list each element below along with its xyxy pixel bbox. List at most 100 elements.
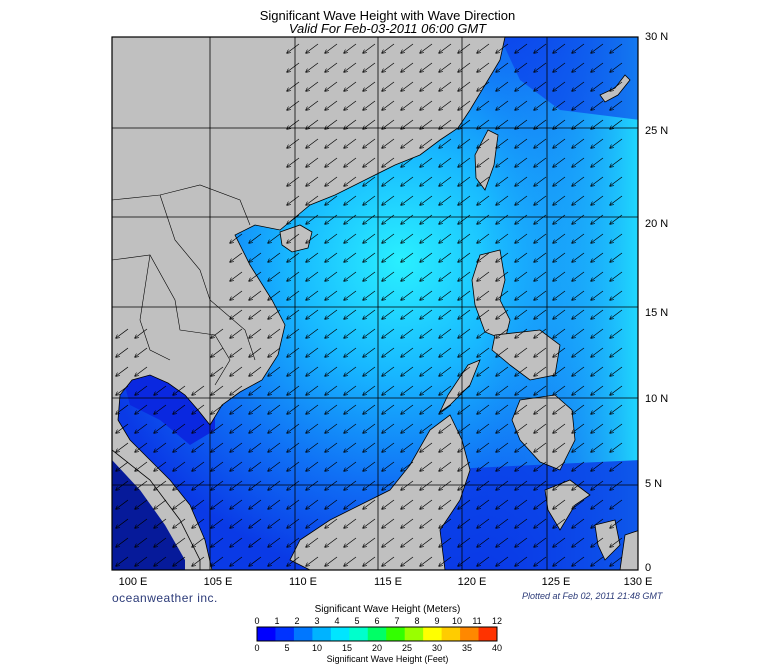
wave-arrow [420, 81, 433, 91]
wave-arrow [496, 556, 509, 566]
wave-arrow [553, 100, 566, 110]
new-guinea-fragment [619, 530, 638, 570]
wave-arrow [363, 252, 376, 262]
wave-arrow [610, 423, 623, 433]
wave-arrow [192, 385, 205, 395]
wave-arrow [287, 480, 300, 490]
wave-arrow [591, 366, 604, 376]
wave-arrow [477, 556, 490, 566]
wave-arrow [534, 157, 547, 167]
halmahera-island [594, 519, 621, 561]
wave-arrow [439, 43, 452, 53]
wave-arrow [572, 176, 585, 186]
wave-arrow [344, 461, 357, 471]
wave-arrow [268, 252, 281, 262]
wave-arrow [116, 480, 129, 490]
wave-arrow [477, 214, 490, 224]
wave-arrow [591, 62, 604, 72]
wave-arrow [572, 62, 585, 72]
wave-arrow [458, 176, 471, 186]
wave-arrow [420, 404, 433, 414]
wave-arrow [382, 480, 395, 490]
wave-arrow [477, 366, 490, 376]
wave-arrow [401, 309, 414, 319]
wave-arrow [572, 138, 585, 148]
wave-arrow [572, 309, 585, 319]
wave-arrow [553, 404, 566, 414]
wave-arrow [515, 271, 528, 281]
wave-arrow [553, 328, 566, 338]
colorbar-meters-tick: 6 [374, 616, 380, 626]
wave-arrow [515, 233, 528, 243]
wave-arrow [496, 214, 509, 224]
wave-arrow [325, 404, 338, 414]
wave-arrow [363, 442, 376, 452]
wave-arrow [591, 556, 604, 566]
wave-arrow [382, 499, 395, 509]
wave-arrow [420, 328, 433, 338]
wave-arrow [534, 537, 547, 547]
wave-arrow [382, 556, 395, 566]
wave-arrow [173, 499, 186, 509]
wave-arrow [363, 518, 376, 528]
wave-arrow [477, 233, 490, 243]
wave-arrow [154, 404, 167, 414]
wave-arrow [496, 499, 509, 509]
wave-arrow [572, 404, 585, 414]
wave-arrow [401, 195, 414, 205]
wave-arrow [515, 461, 528, 471]
colorbar-swatch [404, 627, 424, 641]
colorbar-feet-title: Significant Wave Height (Feet) [326, 654, 449, 664]
wave-arrow [553, 290, 566, 300]
wave-arrow [591, 290, 604, 300]
wave-arrow [591, 537, 604, 547]
wave-arrow [401, 62, 414, 72]
wave-arrow [230, 290, 243, 300]
wave-arrow [363, 271, 376, 281]
wave-arrow [249, 423, 262, 433]
wave-arrow [496, 480, 509, 490]
wave-arrow [496, 62, 509, 72]
colorbar-meters-tick: 1 [274, 616, 280, 626]
wave-arrow [591, 119, 604, 129]
wave-arrow [439, 556, 452, 566]
colorbar-feet-tick: 5 [284, 643, 290, 653]
wave-arrow [572, 157, 585, 167]
wave-arrow [515, 195, 528, 205]
wave-arrow [420, 309, 433, 319]
wave-arrow [420, 43, 433, 53]
wave-arrow [135, 328, 148, 338]
wave-arrow [401, 347, 414, 357]
wave-arrow [401, 43, 414, 53]
wave-arrow [344, 271, 357, 281]
wave-arrow [401, 100, 414, 110]
colorbar-swatch [478, 627, 498, 641]
wave-arrow [268, 347, 281, 357]
wave-arrow [515, 138, 528, 148]
wave-arrow [325, 81, 338, 91]
wave-arrow [306, 366, 319, 376]
wave-arrow [439, 385, 452, 395]
wave-arrow [477, 81, 490, 91]
wave-arrow [363, 176, 376, 186]
wave-arrow [230, 271, 243, 281]
wave-arrow [306, 309, 319, 319]
wave-arrow [496, 328, 509, 338]
wave-arrow [420, 290, 433, 300]
wave-arrow [344, 537, 357, 547]
wave-arrow [287, 556, 300, 566]
wave-arrow [116, 328, 129, 338]
wave-arrow [439, 157, 452, 167]
wave-arrow [534, 556, 547, 566]
wave-arrow [135, 385, 148, 395]
wave-arrow [325, 290, 338, 300]
wave-arrow [496, 81, 509, 91]
lon-label-110e: 110 E [289, 576, 317, 588]
wave-arrow [382, 157, 395, 167]
wave-arrow [363, 214, 376, 224]
wave-arrow [192, 518, 205, 528]
wave-arrow [572, 423, 585, 433]
wave-arrow [173, 423, 186, 433]
wave-arrow [192, 480, 205, 490]
lon-label-120e: 120 E [457, 576, 487, 588]
